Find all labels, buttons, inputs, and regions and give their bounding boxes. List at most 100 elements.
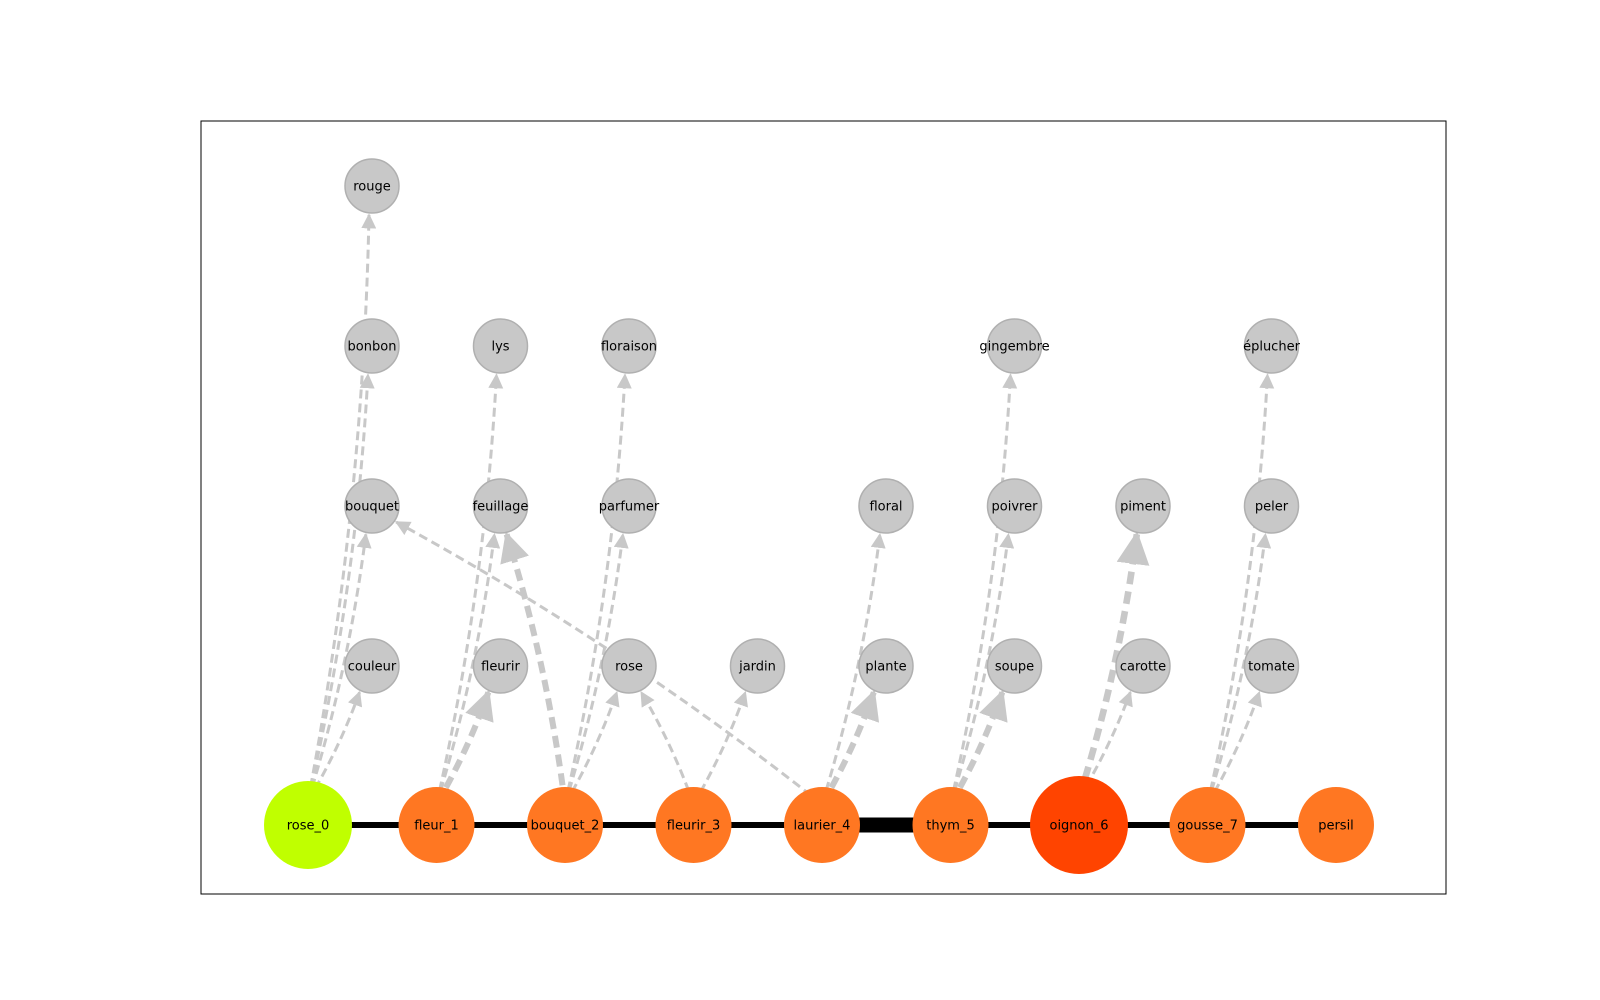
node-gousse-7: gousse_7 [1169,787,1246,863]
node-circle-couleur [344,638,400,694]
edge-gousse-7-to-tomate [1206,690,1262,805]
node-oignon-6: oignon_6 [1030,776,1128,874]
edge-thym-5-to-poivrer [949,532,1015,805]
node-label-bouquet-2: bouquet_2 [531,819,600,834]
edge-gousse-7-to-peler [1206,532,1272,805]
node-jardin: jardin [729,638,786,694]
node-circle-rouge [344,158,400,214]
node-circle-fleurir-3 [655,787,732,863]
node-circle-laurier-4 [784,787,860,863]
node-soupe: soupe [986,638,1043,694]
node-label-plante: plante [865,660,906,675]
node-circle-fleur-1 [398,787,475,863]
node-circle-soupe [986,638,1043,694]
node-carotte: carotte [1115,638,1171,694]
node-label-bonbon: bonbon [348,340,397,355]
node-circle-lys [472,318,529,374]
node-circle-floral [858,478,914,534]
node-fleur-1: fleur_1 [398,787,475,863]
edge-rose-0-to-bonbon [306,373,375,802]
node-circle-bonbon [344,318,400,374]
node-label-jardin: jardin [738,660,776,675]
node-circle-feuillage [472,478,529,534]
node-label-laurier-4: laurier_4 [794,819,851,834]
node-label-thym-5: thym_5 [926,819,974,834]
node-label-floraison: floraison [601,340,657,355]
node-label-fleur-1: fleur_1 [414,819,459,834]
node-label-rose-0: rose_0 [287,819,330,834]
node-circle-rose-0 [264,781,352,869]
node-circle-bouquet [344,478,400,534]
node-label-oignon-6: oignon_6 [1049,819,1108,834]
node-peler: peler [1243,478,1300,534]
node-circle-parfumer [601,478,657,534]
node-lys: lys [472,318,529,374]
node-label-persil: persil [1318,819,1354,834]
node-floral: floral [858,478,914,534]
node-circle-poivrer [986,478,1043,534]
node-label-gingembre: gingembre [979,340,1049,355]
edge-thym-5-to-soupe [947,689,1008,806]
node-circle-fleurir [472,638,529,694]
node-label-parfumer: parfumer [599,500,660,515]
node-floraison: floraison [601,318,657,374]
node-couleur: couleur [344,638,400,694]
node-label-rouge: rouge [353,180,391,195]
edge-fleur-1-to-feuillage [435,532,501,805]
edge-fleurir-3-to-rose [639,690,695,805]
edge-bouquet-2-to-feuillage [500,531,568,805]
node-circle-rose [601,638,657,694]
node-bouquet: bouquet [344,478,400,534]
node-circle-thym-5 [912,787,989,863]
node-thym-5: thym_5 [912,787,989,863]
node-label-couleur: couleur [348,660,397,675]
node-circle-eplucher [1243,318,1300,374]
edge-rose-0-to-bouquet [306,532,372,802]
edge-oignon-6-to-carotte [1077,690,1133,799]
node-label-eplucher: éplucher [1243,340,1300,355]
edge-bouquet-2-to-parfumer [563,532,629,805]
node-circle-bouquet-2 [527,787,603,863]
edge-laurier-4-to-plante [819,689,880,806]
node-rose-0: rose_0 [264,781,352,869]
edge-fleur-1-to-lys [435,373,504,805]
node-label-poivrer: poivrer [992,500,1039,515]
node-label-lys: lys [491,340,509,355]
node-circle-tomate [1243,638,1300,694]
node-fleurir-3: fleurir_3 [655,787,732,863]
node-label-fleurir-3: fleurir_3 [667,819,721,834]
node-circle-oignon-6 [1030,776,1128,874]
edge-bouquet-2-to-rose [563,690,620,805]
node-eplucher: éplucher [1243,318,1301,374]
node-bonbon: bonbon [344,318,400,374]
node-rouge: rouge [344,158,400,214]
neighbor-edges [306,213,1275,806]
nodes: couleur bouquet bonbon rouge fleurir feuillag… [264,158,1374,874]
node-persil: persil [1298,787,1374,863]
node-label-gousse-7: gousse_7 [1177,819,1238,834]
edge-fleur-1-to-fleurir [433,689,494,806]
node-fleurir: fleurir [472,638,529,694]
edge-laurier-4-to-floral [820,532,886,805]
node-label-piment: piment [1120,500,1166,515]
node-circle-carotte [1115,638,1171,694]
node-laurier-4: laurier_4 [784,787,860,863]
edge-bouquet-2-to-floraison [563,373,632,805]
node-piment: piment [1115,478,1171,534]
node-parfumer: parfumer [599,478,660,534]
node-circle-jardin [729,638,786,694]
node-label-floral: floral [869,500,902,515]
node-label-rose: rose [615,660,643,675]
node-circle-floraison [601,318,657,374]
node-label-feuillage: feuillage [473,500,529,515]
node-label-fleurir: fleurir [481,660,520,675]
edge-thym-5-to-gingembre [949,373,1018,805]
node-circle-peler [1243,478,1300,534]
edge-fleurir-3-to-jardin [692,690,748,805]
node-label-peler: peler [1255,500,1289,515]
node-label-soupe: soupe [995,660,1034,675]
edge-gousse-7-to-eplucher [1206,373,1275,805]
node-rose: rose [601,638,657,694]
node-plante: plante [858,638,914,694]
